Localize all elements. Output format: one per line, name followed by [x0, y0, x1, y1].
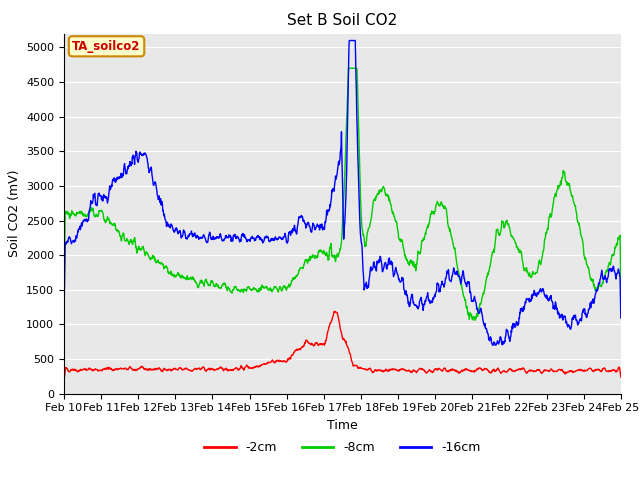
Y-axis label: Soil CO2 (mV): Soil CO2 (mV) — [8, 170, 20, 257]
Title: Set B Soil CO2: Set B Soil CO2 — [287, 13, 397, 28]
Text: TA_soilco2: TA_soilco2 — [72, 40, 141, 53]
X-axis label: Time: Time — [327, 419, 358, 432]
Legend: -2cm, -8cm, -16cm: -2cm, -8cm, -16cm — [199, 436, 486, 459]
